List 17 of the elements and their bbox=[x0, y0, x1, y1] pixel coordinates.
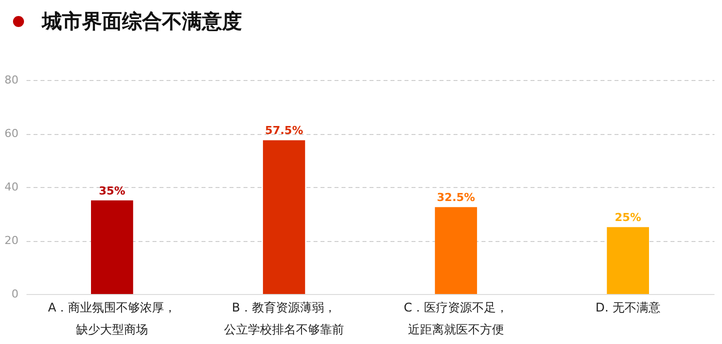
y-tick-label: 0 bbox=[12, 288, 18, 300]
bar bbox=[606, 227, 649, 294]
y-tick-label: 80 bbox=[4, 74, 18, 86]
data-label: 32.5% bbox=[436, 191, 476, 204]
x-tick-label: C．医疗资源不足，近距离就医不方便 bbox=[404, 300, 508, 336]
y-tick-label: 40 bbox=[4, 180, 18, 194]
data-label: 57.5% bbox=[264, 124, 304, 138]
x-tick-label: B．教育资源薄弱，公立学校排名不够靠前 bbox=[224, 300, 344, 336]
bar bbox=[434, 207, 478, 294]
chart-title: 城市界面综合不满意度 bbox=[42, 8, 242, 34]
data-label: 25% bbox=[614, 211, 642, 224]
bar bbox=[262, 140, 306, 294]
data-label: 35% bbox=[98, 184, 126, 198]
y-tick-label: 20 bbox=[4, 234, 18, 247]
x-tick-label: D. 无不满意 bbox=[596, 300, 660, 314]
bar bbox=[91, 200, 134, 294]
y-tick-label: 60 bbox=[4, 127, 18, 140]
